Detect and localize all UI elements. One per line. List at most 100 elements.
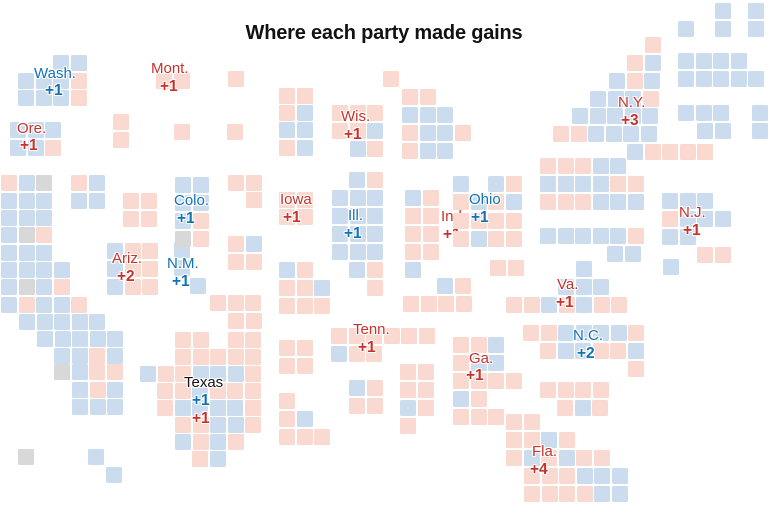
district-tile-massachusetts	[695, 53, 712, 69]
district-tile-ohio	[505, 176, 522, 192]
district-tile-kansas	[228, 236, 244, 252]
district-tile-missouri	[279, 280, 295, 296]
district-tile-florida	[506, 414, 522, 430]
district-tile-georgia	[470, 373, 487, 389]
district-tile-maine	[748, 21, 764, 37]
district-tile-maryland	[627, 228, 644, 244]
district-tile-washington	[35, 73, 52, 89]
district-tile-new-york	[553, 126, 569, 142]
district-tile-california	[71, 348, 88, 364]
district-tile-texas	[209, 383, 226, 399]
state-name-label-ohio: Ohio	[469, 191, 501, 208]
district-tile-idaho	[113, 132, 129, 148]
district-tile-illinois	[349, 226, 366, 242]
district-tile-kansas	[228, 254, 244, 270]
district-tile-pennsylvania	[592, 158, 609, 174]
district-tile-florida	[524, 486, 540, 502]
district-tile-georgia	[453, 391, 469, 407]
district-tile-new-jersey	[662, 229, 678, 245]
state-gain-label-new-york: +3	[621, 112, 639, 129]
district-tile-indiana	[405, 190, 421, 206]
district-tile-california	[18, 279, 35, 295]
state-name-label-oregon: Ore.	[17, 120, 47, 137]
district-tile-north-carolina	[593, 325, 609, 341]
district-tile-arizona	[124, 261, 141, 277]
district-tile-texas	[227, 366, 244, 382]
district-tile-vermont	[678, 21, 694, 37]
district-tile-kansas	[245, 254, 262, 270]
state-gain-label-oregon: +1	[20, 137, 38, 154]
district-tile-texas	[157, 366, 174, 382]
district-tile-florida	[541, 486, 558, 502]
district-tile-florida	[541, 450, 557, 466]
district-tile-michigan	[402, 125, 418, 141]
district-tile-minnesota	[279, 105, 295, 121]
district-tile-arkansas	[279, 358, 295, 374]
district-tile-oregon	[45, 140, 61, 156]
district-tile-washington	[53, 55, 69, 71]
district-tile-maryland	[575, 228, 591, 244]
district-tile-florida	[523, 414, 540, 430]
district-tile-wisconsin	[332, 105, 348, 121]
state-name-label-texas: Texas	[184, 374, 224, 391]
district-tile-new-hampshire	[715, 21, 731, 37]
district-tile-new-york	[642, 108, 658, 124]
state-name-label-tennessee: Tenn.	[353, 321, 390, 338]
state-name-label-north-carolina: N.C.	[573, 327, 603, 344]
district-tile-arizona	[124, 243, 141, 259]
district-tile-kansas	[245, 236, 262, 252]
district-tile-tennessee	[331, 346, 347, 362]
district-tile-west-virginia	[507, 260, 524, 276]
district-tile-arizona	[142, 279, 158, 295]
district-tile-michigan	[419, 125, 436, 141]
district-tile-mississippi	[366, 398, 383, 414]
district-tile-new-york	[626, 73, 643, 89]
district-tile-california	[1, 210, 17, 226]
district-tile-california	[89, 348, 105, 364]
district-tile-maryland	[610, 228, 626, 244]
district-tile-indiana	[405, 208, 421, 224]
district-tile-delaware	[663, 259, 679, 275]
district-tile-minnesota	[279, 88, 295, 104]
district-tile-ohio	[453, 194, 469, 210]
district-tile-missouri	[279, 298, 295, 314]
district-tile-ohio	[453, 231, 469, 247]
district-tile-missouri	[296, 298, 313, 314]
district-tile-missouri	[279, 262, 295, 278]
district-tile-georgia	[453, 355, 469, 371]
district-tile-texas	[175, 417, 191, 433]
district-tile-ohio	[488, 176, 504, 192]
district-tile-new-york	[589, 108, 606, 124]
district-tile-connecticut	[713, 105, 729, 121]
district-tile-nevada	[71, 175, 87, 191]
district-tile-california	[53, 279, 70, 295]
district-tile-texas	[227, 349, 244, 365]
district-tile-texas	[175, 332, 191, 348]
state-gain-label-new-jersey: +1	[683, 222, 701, 239]
district-tile-colorado	[192, 231, 209, 247]
district-tile-illinois	[349, 262, 365, 278]
district-tile-texas	[227, 332, 244, 348]
district-tile-tennessee	[418, 328, 435, 344]
state-name-label-illinois: Ill.	[348, 207, 363, 224]
district-tile-arizona	[142, 243, 158, 259]
district-tile-alabama	[400, 382, 416, 398]
district-tile-kentucky	[455, 296, 472, 312]
chart-title: Where each party made gains	[245, 22, 523, 44]
district-tile-california	[18, 262, 35, 278]
state-gain-label-new-mexico: +1	[172, 273, 190, 290]
district-tile-california	[89, 331, 106, 347]
district-tile-pennsylvania	[557, 176, 574, 192]
district-tile-new-york	[642, 91, 659, 107]
district-tile-florida	[576, 468, 593, 484]
state-name-label-virginia: Va.	[557, 276, 579, 293]
state-gain-label-ohio: +1	[471, 209, 489, 226]
district-tile-washington	[70, 55, 87, 71]
district-tile-illinois	[332, 226, 348, 242]
district-tile-new-york	[624, 108, 641, 124]
district-tile-kentucky	[454, 278, 471, 294]
district-tile-massachusetts	[678, 53, 694, 69]
district-tile-north-carolina	[610, 343, 626, 359]
